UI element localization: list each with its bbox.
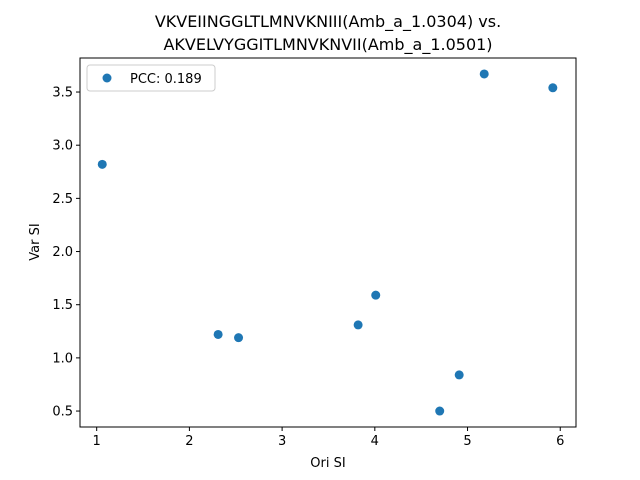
x-tick-label: 5 — [463, 434, 471, 449]
data-point — [371, 290, 381, 300]
y-axis-ticks: 0.5 1.0 1.5 2.0 2.5 3.0 3.5 — [52, 86, 80, 420]
plot-area-frame — [79, 57, 577, 428]
x-axis-label: Ori SI — [310, 456, 345, 471]
x-tick-label: 1 — [93, 434, 101, 449]
y-tick-label: 1.5 — [52, 298, 73, 313]
data-point — [353, 320, 363, 330]
data-point — [234, 333, 244, 343]
data-point — [454, 370, 464, 380]
y-tick-label: 0.5 — [52, 405, 73, 420]
data-points — [97, 69, 558, 416]
y-tick-label: 1.0 — [52, 351, 73, 366]
y-tick-label: 3.5 — [52, 86, 73, 101]
y-axis-label: Var SI — [28, 223, 43, 260]
data-point — [213, 329, 223, 339]
data-point — [479, 69, 489, 79]
x-tick-label: 4 — [371, 434, 379, 449]
legend-marker — [102, 73, 112, 83]
y-tick-label: 3.0 — [52, 139, 73, 154]
data-point — [97, 159, 107, 169]
x-tick-label: 2 — [185, 434, 193, 449]
chart-title-line-2: AKVELVYGGITLMNVKNVII(Amb_a_1.0501) — [163, 35, 492, 55]
x-axis-ticks: 1 2 3 4 5 6 — [93, 427, 564, 449]
y-tick-label: 2.5 — [52, 192, 73, 207]
x-tick-label: 6 — [556, 434, 564, 449]
legend: PCC: 0.189 — [86, 64, 216, 92]
y-tick-label: 2.0 — [52, 245, 73, 260]
chart-title-line-1: VKVEIINGGLTLMNVKNIII(Amb_a_1.0304) vs. — [155, 12, 501, 32]
data-point — [548, 83, 558, 93]
x-tick-label: 3 — [278, 434, 286, 449]
legend-label: PCC: 0.189 — [130, 72, 202, 87]
legend-box — [86, 64, 216, 92]
data-point — [435, 406, 445, 416]
